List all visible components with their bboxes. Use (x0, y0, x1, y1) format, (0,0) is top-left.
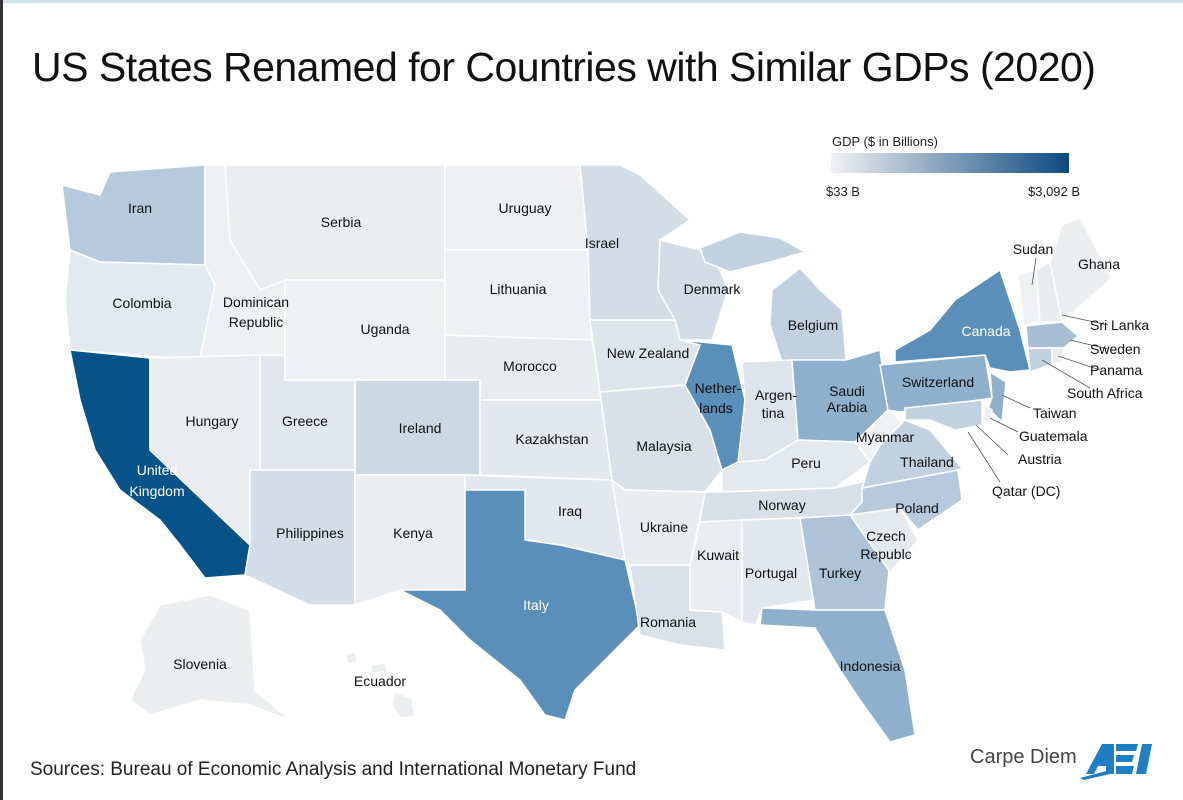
label-wi: Denmark (684, 281, 742, 297)
label-hi: Ecuador (354, 673, 406, 689)
label-tx: Italy (523, 597, 549, 613)
label-dc: Qatar (DC) (992, 483, 1060, 499)
brand-name: Carpe Diem (970, 746, 1077, 768)
state-md (904, 399, 983, 431)
label-ok: Iraq (558, 503, 582, 519)
label-mn: Israel (585, 235, 619, 251)
label-id-2: Republic (229, 314, 283, 330)
aei-logo-icon (1080, 744, 1152, 780)
state-ak (129, 594, 291, 721)
leader-line-dc (967, 431, 1001, 483)
label-co: Ireland (399, 420, 442, 436)
leader-line-nh (1061, 314, 1109, 326)
label-il-2: lands (699, 400, 732, 416)
label-wv: Myanmar (856, 429, 915, 445)
label-ms: Kuwait (697, 547, 739, 563)
label-la: Romania (640, 614, 696, 630)
label-ar: Ukraine (640, 519, 688, 535)
state-ms (689, 519, 743, 624)
label-ia: New Zealand (607, 345, 690, 361)
label-mt: Serbia (321, 214, 362, 230)
state-hi-1 (344, 651, 359, 665)
label-ky: Peru (791, 455, 821, 471)
source-note: Sources: Bureau of Economic Analysis and… (30, 759, 637, 780)
state-ma (1025, 321, 1080, 349)
label-va: Thailand (900, 454, 954, 470)
label-nd: Uruguay (499, 200, 552, 216)
state-hi-2 (369, 662, 390, 674)
label-id-1: Dominican (223, 294, 289, 310)
label-al: Portugal (745, 565, 797, 581)
legend-max-label: $3,092 B (1028, 184, 1081, 199)
label-nm: Kenya (393, 525, 433, 541)
state-de (982, 403, 993, 427)
label-ct: South Africa (1067, 385, 1143, 401)
label-md: Austria (1018, 451, 1062, 467)
label-ri: Panama (1090, 362, 1142, 378)
label-de: Guatemala (1019, 428, 1088, 444)
label-in-2: tina (762, 405, 785, 421)
state-hi-3 (391, 691, 416, 719)
leader-line-vt (1031, 257, 1037, 286)
state-tx (399, 489, 641, 721)
label-nh: Sri Lanka (1090, 317, 1149, 333)
label-il-1: Nether- (695, 380, 742, 396)
legend-color-scale (831, 153, 1069, 173)
label-mi: Belgium (788, 317, 839, 333)
state-ct (1027, 347, 1053, 374)
legend-title: GDP ($ in Billions) (832, 134, 938, 149)
label-ks: Kazakhstan (515, 431, 588, 447)
label-nv: Hungary (186, 413, 239, 429)
label-nj: Taiwan (1033, 405, 1077, 421)
label-nc: Poland (895, 500, 939, 516)
leader-line-ma (1069, 339, 1109, 350)
label-ak: Slovenia (173, 656, 227, 672)
legend-min-label: $33 B (826, 184, 860, 199)
label-ga: Turkey (819, 565, 861, 581)
label-ca-1: United (137, 462, 177, 478)
label-oh-2: Arabia (827, 399, 868, 415)
label-ny: Canada (961, 323, 1010, 339)
label-mo: Malaysia (636, 438, 691, 454)
label-ca-2: Kingdom (129, 483, 184, 499)
leader-line-de (989, 417, 1019, 433)
state-fl (759, 607, 916, 743)
state-ny (894, 268, 1031, 373)
label-me: Ghana (1078, 256, 1120, 272)
label-wa: Iran (128, 200, 152, 216)
label-az: Philippines (276, 525, 344, 541)
label-pa: Switzerland (902, 374, 974, 390)
state-mi-upper (699, 231, 807, 273)
leader-line-ct (1041, 359, 1091, 389)
label-wy: Uganda (360, 321, 409, 337)
label-sc-1: Czech (866, 528, 906, 544)
map-title: US States Renamed for Countries with Sim… (32, 44, 1096, 90)
label-ne: Morocco (503, 358, 557, 374)
label-fl: Indonesia (840, 658, 901, 674)
label-or: Colombia (112, 295, 171, 311)
label-sc-2: Republc (860, 546, 911, 562)
label-ma: Sweden (1090, 341, 1141, 357)
label-ut: Greece (282, 413, 328, 429)
label-tn: Norway (758, 497, 805, 513)
label-oh-1: Saudi (829, 383, 865, 399)
leader-line-ri (1057, 355, 1101, 371)
leader-line-nj (1001, 394, 1031, 409)
window-top-border (0, 0, 1183, 3)
leader-line-md (975, 424, 1009, 456)
state-mi (769, 266, 847, 363)
window-left-border (0, 0, 3, 800)
state-me (1049, 217, 1113, 324)
label-vt: Sudan (1013, 241, 1053, 257)
label-in-1: Argen- (755, 387, 797, 403)
label-sd: Lithuania (490, 281, 547, 297)
